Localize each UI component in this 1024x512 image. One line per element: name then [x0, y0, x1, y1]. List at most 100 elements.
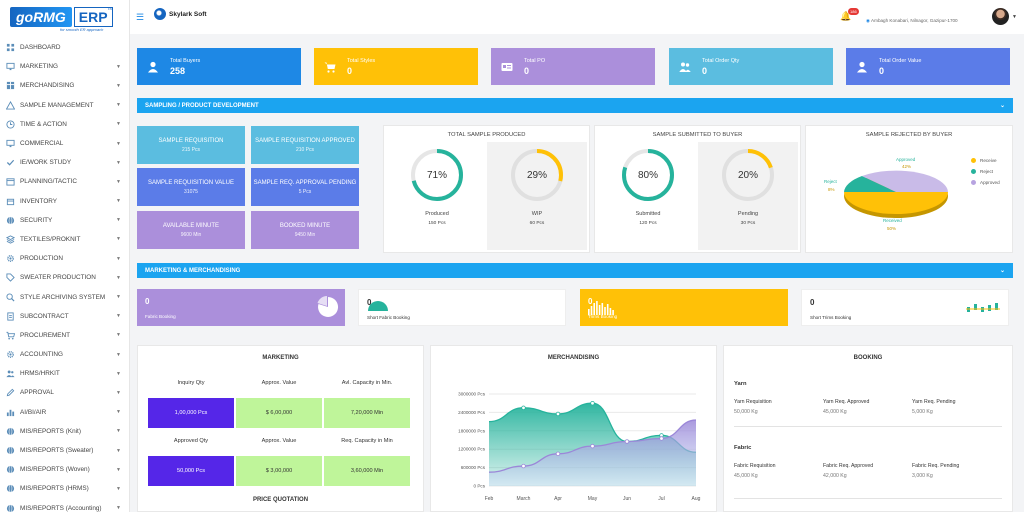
sidebar-item-label: INVENTORY [20, 197, 58, 205]
panel-title: MARKETING [262, 355, 299, 361]
data-point[interactable] [555, 451, 561, 456]
sidebar-item-mis-reports-woven[interactable]: MIS/REPORTS (Woven) ▼ [0, 460, 129, 479]
booking-tile[interactable]: 0 Trims Booking [580, 289, 788, 326]
chevron-down-icon: ▼ [116, 178, 121, 185]
chart-icon [6, 408, 15, 417]
sidebar-item-textiles-proknit[interactable]: TEXTILES/PROKNIT ▼ [0, 230, 129, 249]
sidebar-item-security[interactable]: SECURITY ▼ [0, 211, 129, 230]
sample-tile[interactable]: SAMPLE REQ. APPROVAL PENDING 5 Pcs [251, 168, 359, 206]
chevron-down-icon[interactable]: ⌄ [999, 268, 1005, 274]
data-point[interactable] [555, 411, 561, 417]
sidebar-item-style-archiving-system[interactable]: STYLE ARCHIVING SYSTEM ▼ [0, 287, 129, 306]
sidebar-item-label: COMMERCIAL [20, 140, 64, 148]
stat-value: 0 [524, 65, 530, 76]
chevron-down-icon: ▼ [116, 274, 121, 281]
sidebar-item-accounting[interactable]: ACCOUNTING ▼ [0, 345, 129, 364]
chevron-down-icon: ▼ [116, 255, 121, 262]
chevron-down-icon: ▼ [116, 389, 121, 396]
chevron-down-icon[interactable]: ⌄ [999, 103, 1005, 109]
y-tick-label: 0 Pcs [474, 484, 486, 489]
merchandising-panel: MERCHANDISING 3000000 Pcs 2400000 Pcs 1800… [430, 345, 717, 512]
sidebar-item-commercial[interactable]: COMMERCIAL ▼ [0, 134, 129, 153]
sidebar-nav: DASHBOARD MARKETING ▼ MERCHANDISING ▼ SAMPLE … [0, 38, 129, 512]
stat-card[interactable]: Total Buyers 258 [137, 48, 301, 85]
sample-tile[interactable]: AVAILABLE MINUTE 9600 Min [137, 211, 245, 249]
bell-icon[interactable]: 🔔 [840, 11, 852, 21]
sidebar-item-subcontract[interactable]: SUBCONTRACT ▼ [0, 307, 129, 326]
submitted-value: 120 Pcs [639, 221, 657, 226]
booking-tile[interactable]: 0 Short Fabric Booking [358, 289, 566, 326]
marketing-header: Approved Qty [173, 438, 209, 444]
divider [734, 426, 1002, 427]
tile-label: SAMPLE REQUISITION VALUE [148, 179, 234, 186]
sample-tile[interactable]: SAMPLE REQUISITION APPROVED 210 Pcs [251, 126, 359, 164]
sidebar-item-mis-reports-hrms[interactable]: MIS/REPORTS (HRMS) ▼ [0, 479, 129, 498]
data-point[interactable] [590, 443, 595, 449]
sidebar-item-sweater-production[interactable]: SWEATER PRODUCTION ▼ [0, 268, 129, 287]
sidebar-item-planning-tactic[interactable]: PLANNING/TACTIC ▼ [0, 172, 129, 191]
section-marketing[interactable]: MARKETING & MERCHANDISING ⌄ [137, 263, 1013, 278]
sample-tile[interactable]: SAMPLE REQUISITION VALUE 31075 [137, 168, 245, 206]
sidebar-item-inventory[interactable]: INVENTORY ▼ [0, 192, 129, 211]
sidebar-item-sample-management[interactable]: SAMPLE MANAGEMENT ▼ [0, 96, 129, 115]
fabric-item-label: Fabric Req. Pending [912, 463, 960, 469]
menu-icon[interactable]: ☰ [136, 12, 145, 22]
booking-tile-value: 0 [367, 298, 372, 307]
data-point[interactable] [521, 463, 526, 469]
legend-item: Approved [971, 180, 1000, 185]
sidebar-item-hrms-hrkit[interactable]: HRMS/HRKIT ▼ [0, 364, 129, 383]
data-point[interactable] [590, 401, 595, 406]
sidebar-item-label: PLANNING/TACTIC [20, 178, 78, 186]
sidebar-item-marketing[interactable]: MARKETING ▼ [0, 57, 129, 76]
stat-card[interactable]: Total Order Value 0 [846, 48, 1010, 85]
stat-card[interactable]: Total Order Qty 0 [669, 48, 833, 85]
sidebar-item-approval[interactable]: APPROVAL ▼ [0, 383, 129, 402]
chevron-down-icon: ▼ [116, 505, 121, 512]
marketing-value-box: $ 6,00,000 [236, 398, 322, 428]
semicircle-icon [368, 301, 388, 311]
y-tick-label: 2400000 Pcs [458, 410, 486, 415]
data-point[interactable] [624, 439, 630, 444]
logo[interactable]: goRMG ERP TM for smooth ER approach [0, 0, 129, 38]
sidebar-item-production[interactable]: PRODUCTION ▼ [0, 249, 129, 268]
sidebar-item-ie-work-study[interactable]: IE/WORK STUDY ▼ [0, 153, 129, 172]
marketing-panel: MARKETING Inquiry Qty Approx. Value Avl. C… [137, 345, 424, 512]
data-point[interactable] [521, 405, 526, 410]
booking-tile-value: 0 [588, 297, 593, 306]
stat-card[interactable]: Total PO 0 [491, 48, 655, 85]
booking-tile[interactable]: 0 Fabric Booking [137, 289, 345, 326]
sidebar-item-time-action[interactable]: TIME & ACTION ▼ [0, 115, 129, 134]
yarn-item-value: 5,000 Kg [912, 409, 933, 415]
marketing-header: Approx. Value [261, 438, 297, 444]
legend-item: Receive [971, 158, 1000, 163]
location-pin-icon: ◉ [866, 18, 871, 23]
sidebar-item-mis-reports-accounting[interactable]: MIS/REPORTS (Accounting) ▼ [0, 499, 129, 512]
section-sampling[interactable]: SAMPLING / PRODUCT DEVELOPMENT ⌄ [137, 98, 1013, 113]
marketing-header: Inquiry Qty [177, 380, 205, 386]
sidebar-item-mis-reports-knit[interactable]: MIS/REPORTS (Knit) ▼ [0, 422, 129, 441]
sample-tile[interactable]: BOOKED MINUTE 9450 Min [251, 211, 359, 249]
sidebar-item-label: TIME & ACTION [20, 120, 67, 128]
chevron-down-icon: ▼ [116, 63, 121, 70]
received-pct: 50% [887, 226, 897, 231]
stat-card[interactable]: Total Styles 0 [314, 48, 478, 85]
sidebar-item-label: HRMS/HRKIT [20, 370, 60, 378]
sample-tile[interactable]: SAMPLE REQUISITION 215 Pcs [137, 126, 245, 164]
chevron-down-icon[interactable]: ▼ [1012, 14, 1017, 20]
data-point[interactable] [659, 436, 664, 441]
chevron-down-icon: ▼ [116, 159, 121, 166]
chevron-down-icon: ▼ [116, 428, 121, 435]
tile-label: SAMPLE REQ. APPROVAL PENDING [253, 179, 357, 186]
yarn-item-label: Yarn Req. Approved [823, 399, 870, 405]
sidebar-item-dashboard[interactable]: DASHBOARD [0, 38, 129, 57]
avatar[interactable] [992, 8, 1009, 25]
stat-value: 0 [702, 65, 708, 76]
sidebar-item-ai-bi-air[interactable]: AI/BI/AIR ▼ [0, 403, 129, 422]
sidebar-item-procurement[interactable]: PROCUREMENT ▼ [0, 326, 129, 345]
booking-tile[interactable]: 0 Short Trims Booking [801, 289, 1009, 326]
chevron-down-icon: ▼ [116, 198, 121, 205]
company-name: Skylark Soft [169, 10, 207, 18]
sidebar-item-mis-reports-sweater[interactable]: MIS/REPORTS (Sweater) ▼ [0, 441, 129, 460]
sidebar-item-merchandising[interactable]: MERCHANDISING ▼ [0, 76, 129, 95]
rejected-pie [844, 170, 948, 218]
